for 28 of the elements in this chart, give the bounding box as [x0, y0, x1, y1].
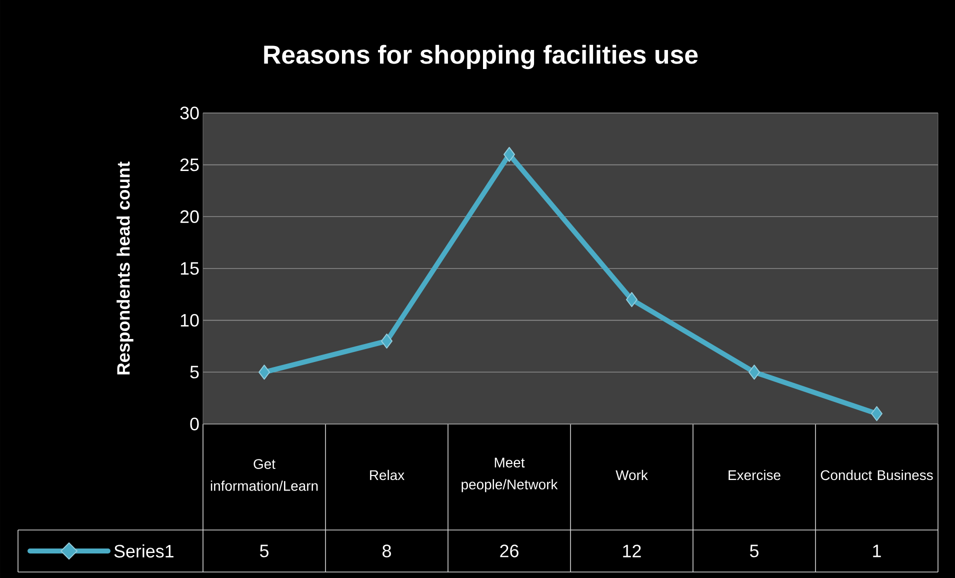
point [258, 364, 270, 380]
y-tick-label: 5 [190, 366, 199, 378]
x-tick-label: Relax [370, 470, 404, 480]
y-tick-label: 20 [180, 210, 199, 223]
y-tick-label: 25 [180, 158, 199, 172]
point [748, 364, 760, 380]
data-label: 12 [623, 544, 641, 558]
point [871, 406, 883, 422]
data-label: 5 [750, 544, 758, 558]
x-tick-label: Meet people/Network [462, 458, 558, 492]
y-tick-label: 10 [180, 314, 199, 327]
point [626, 292, 638, 308]
x-tick-label: Exercise [728, 470, 780, 480]
x-tick-label: Work [616, 470, 648, 480]
data-label: 8 [382, 544, 391, 558]
chart-title: Reasons for shopping facilities use [264, 44, 698, 70]
y-axis-title: Respondents head count [116, 162, 134, 374]
point [504, 146, 516, 162]
point [381, 334, 393, 349]
y-tick-label: 15 [180, 262, 199, 275]
data-label: 1 [873, 544, 881, 558]
legend-label: Series1 [114, 544, 174, 558]
y-tick-label: 30 [180, 106, 199, 120]
y-tick-label: 0 [190, 418, 199, 430]
x-tick-label: Conduct Business [820, 470, 933, 480]
data-label: 5 [260, 544, 268, 558]
data-label: 26 [500, 544, 518, 558]
x-tick-label: Get information/Learn [210, 459, 318, 491]
